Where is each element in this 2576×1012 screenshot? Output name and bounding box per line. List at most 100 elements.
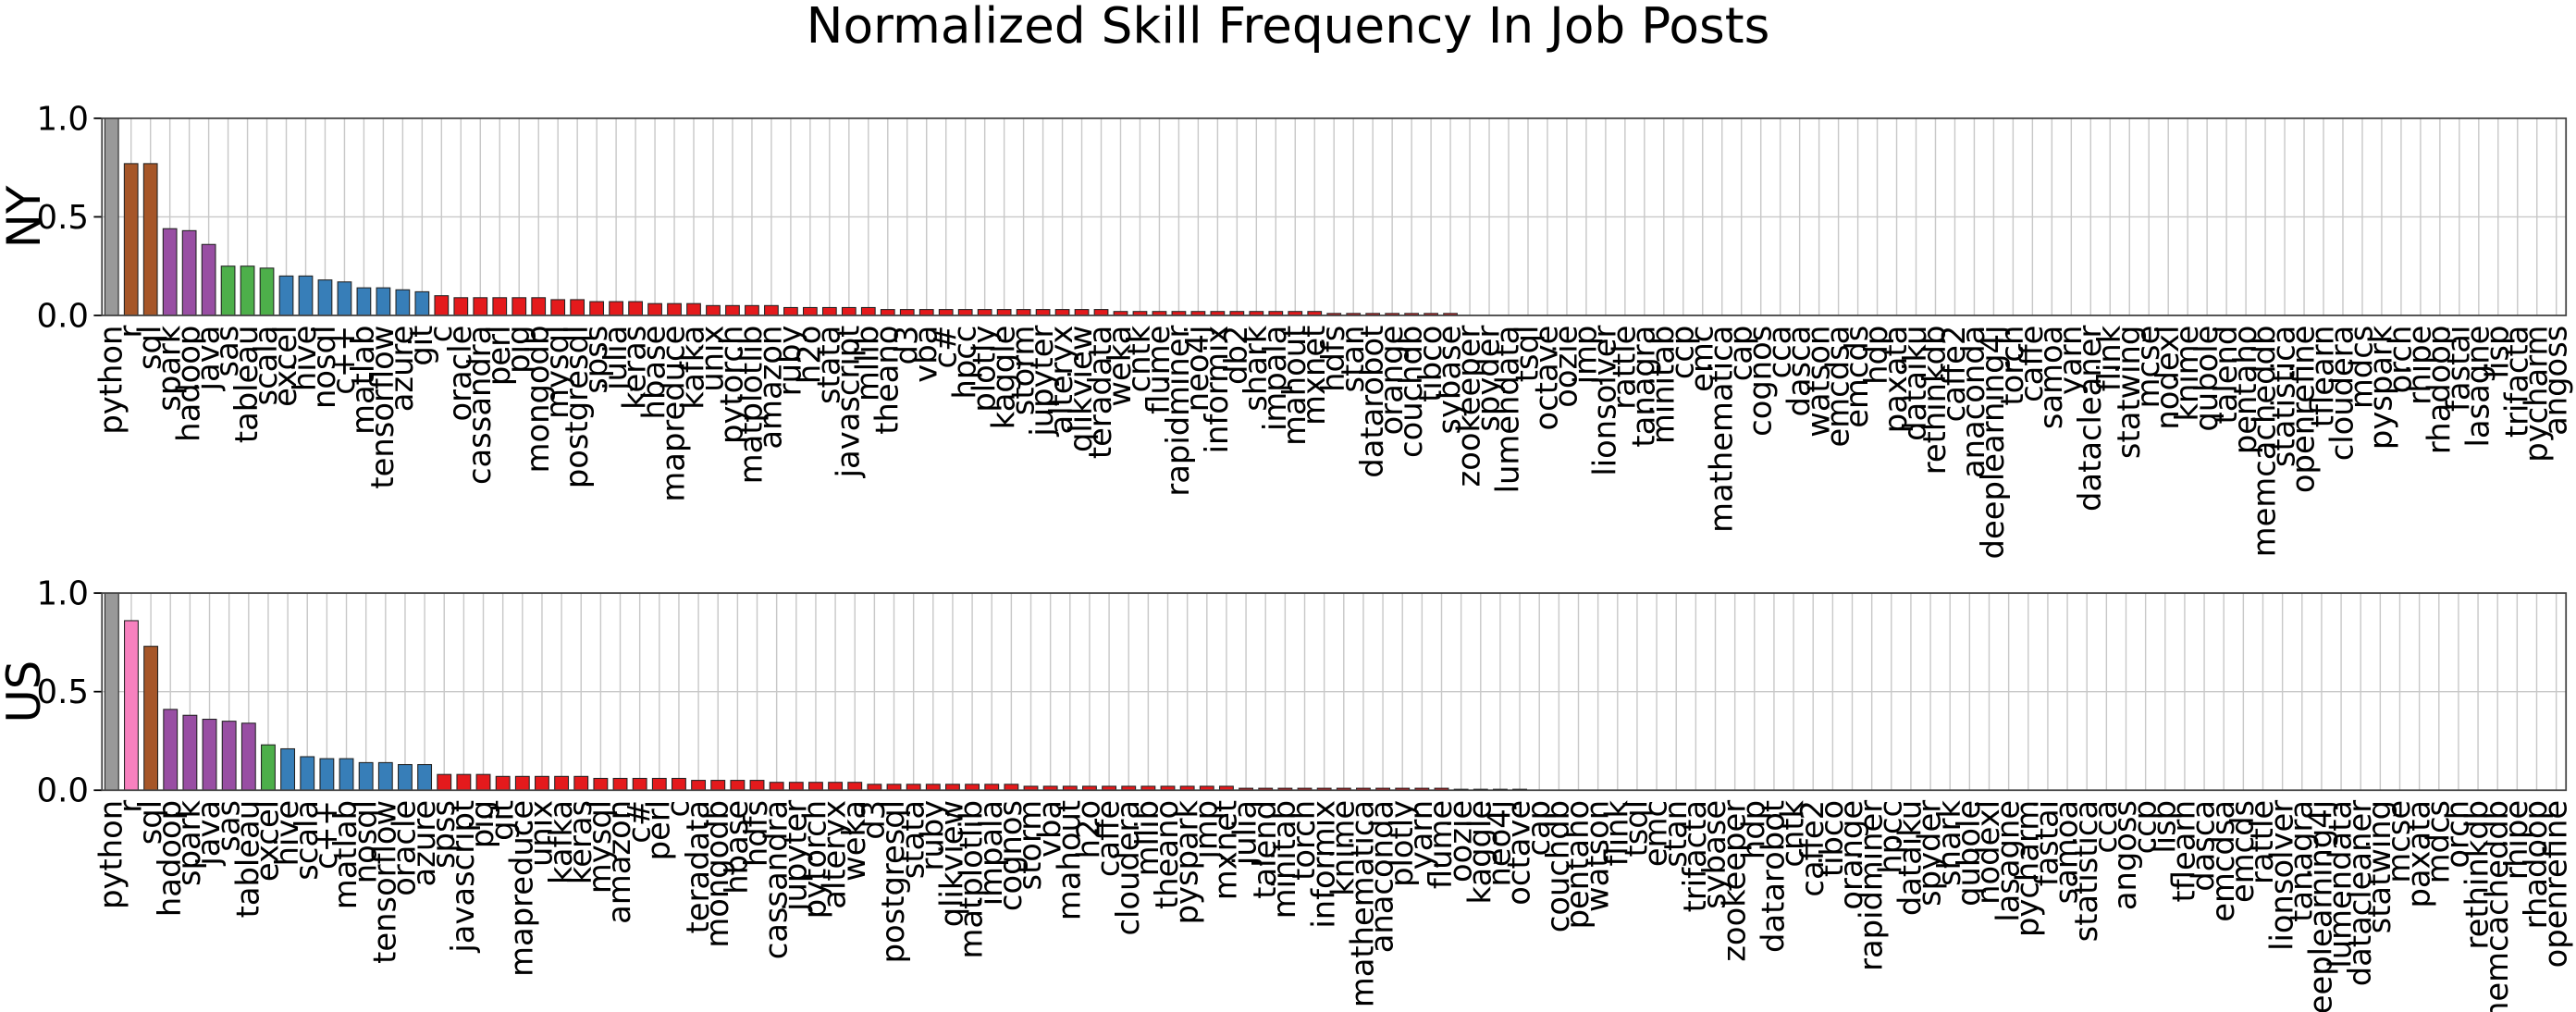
- x-tick-label: sql: [132, 800, 168, 845]
- x-tick-label: c: [423, 326, 459, 343]
- x-tick-label: lumendata: [2323, 800, 2359, 969]
- bar: [847, 782, 863, 791]
- x-tick-label: spark: [151, 325, 187, 412]
- x-tick-label: ccp: [1664, 326, 1700, 380]
- bar: [632, 777, 647, 791]
- x-tick-label: scala: [248, 326, 284, 406]
- bar: [957, 309, 973, 316]
- bar: [1074, 309, 1090, 316]
- x-tick-label: ruby: [772, 326, 808, 397]
- bar: [647, 302, 662, 316]
- x-tick-label: caffe: [1091, 800, 1127, 877]
- x-tick-label: weka: [1102, 326, 1138, 407]
- x-tick-label: paxata: [2400, 800, 2436, 908]
- x-tick-label: hadoop: [170, 326, 206, 442]
- x-tick-label: stata: [811, 326, 847, 404]
- x-tick-label: dataiku: [1897, 326, 1933, 441]
- x-tick-label: watson: [1579, 800, 1615, 912]
- x-tick-label: deeplearning4j: [2303, 800, 2339, 1012]
- x-tick-label: caffe2: [1794, 800, 1830, 897]
- x-tick-label: couchdb: [1393, 326, 1429, 458]
- bar: [691, 780, 707, 791]
- x-tick-label: emcds: [1839, 326, 1875, 428]
- x-tick-label: pig: [464, 800, 500, 848]
- x-tick-label: rhipe: [2498, 800, 2534, 880]
- x-tick-label: sas: [209, 326, 245, 377]
- x-tick-label: angoss: [2537, 326, 2573, 436]
- x-tick-label: hpcc: [946, 326, 982, 400]
- bar: [1093, 309, 1109, 316]
- x-tick-label: orch: [2440, 800, 2476, 869]
- x-tick-label: julia: [598, 326, 634, 391]
- x-tick-label: impala: [1257, 326, 1293, 431]
- x-tick-label: openrefine: [2537, 800, 2573, 968]
- bar: [593, 777, 609, 791]
- x-tick-label: datacleaner: [2072, 326, 2108, 512]
- bar: [667, 302, 682, 316]
- x-tick-label: matlab: [327, 800, 364, 909]
- bar: [788, 782, 804, 791]
- x-tick-label: talend: [1247, 800, 1283, 899]
- bar: [965, 784, 980, 791]
- bar: [395, 289, 411, 316]
- x-tick-label: hbase: [636, 326, 672, 420]
- x-tick-label: octave: [1529, 326, 1565, 431]
- bar: [123, 163, 139, 316]
- x-tick-label: neo4j: [1179, 326, 1215, 413]
- bar: [554, 775, 570, 791]
- x-tick-label: dasca: [2186, 800, 2222, 892]
- bar: [783, 306, 798, 316]
- bar: [769, 782, 784, 791]
- bar: [938, 309, 954, 316]
- x-tick-label: spyder: [1912, 800, 1948, 907]
- bar: [300, 756, 315, 791]
- x-tick-label: mxnet: [1296, 326, 1332, 426]
- bar: [612, 777, 628, 791]
- bar: [808, 782, 823, 791]
- x-tick-label: samoa: [2033, 326, 2069, 429]
- bar: [339, 758, 354, 791]
- x-tick-label: amazon: [601, 800, 637, 924]
- x-tick-label: anaconda: [1955, 326, 1991, 478]
- x-tick-label: flume: [1140, 326, 1177, 414]
- bar: [512, 297, 527, 316]
- bar: [535, 775, 549, 791]
- x-tick-label: weka: [836, 800, 872, 882]
- x-tick-label: openrefine: [2286, 326, 2322, 493]
- bar: [1004, 784, 1019, 791]
- x-tick-label: lumendata: [1490, 326, 1526, 494]
- x-tick-label: teradata: [680, 800, 716, 934]
- x-tick-label: octave: [1501, 800, 1537, 906]
- x-tick-label: emc: [1638, 800, 1674, 867]
- x-tick-label: sybase: [1696, 800, 1732, 909]
- x-tick-label: lisp: [2146, 800, 2182, 854]
- x-tick-label: tflearn: [2305, 326, 2341, 428]
- x-tick-label: jupyter: [777, 800, 813, 912]
- x-tick-label: pycharm: [2518, 326, 2554, 463]
- axes-frame: [101, 592, 2568, 792]
- x-tick-label: postgresql: [559, 326, 595, 489]
- x-tick-label: c++: [326, 326, 362, 395]
- bar: [261, 744, 276, 791]
- bar: [802, 306, 818, 316]
- x-tick-label: stata: [894, 800, 931, 879]
- x-tick-label: informix: [1305, 800, 1341, 929]
- bar: [821, 306, 837, 316]
- x-tick-label: pytorch: [714, 326, 750, 444]
- bar: [945, 784, 960, 791]
- x-tick-label: nodexl: [1970, 800, 2006, 905]
- bar: [531, 297, 547, 316]
- x-tick-label: rethinkdb: [1917, 326, 1953, 475]
- bar: [706, 304, 721, 316]
- bar: [437, 773, 452, 791]
- bar: [221, 721, 237, 791]
- bar: [710, 780, 726, 791]
- x-tick-label: rhadoop: [2518, 800, 2554, 929]
- bar: [398, 764, 413, 791]
- x-tick-label: couchdb: [1540, 800, 1576, 932]
- x-tick-label: zookeeper: [1716, 800, 1752, 962]
- x-tick-label: pyspark: [2363, 325, 2399, 450]
- bar: [1035, 309, 1051, 316]
- x-tick-label: excel: [250, 800, 286, 882]
- bar: [977, 309, 992, 316]
